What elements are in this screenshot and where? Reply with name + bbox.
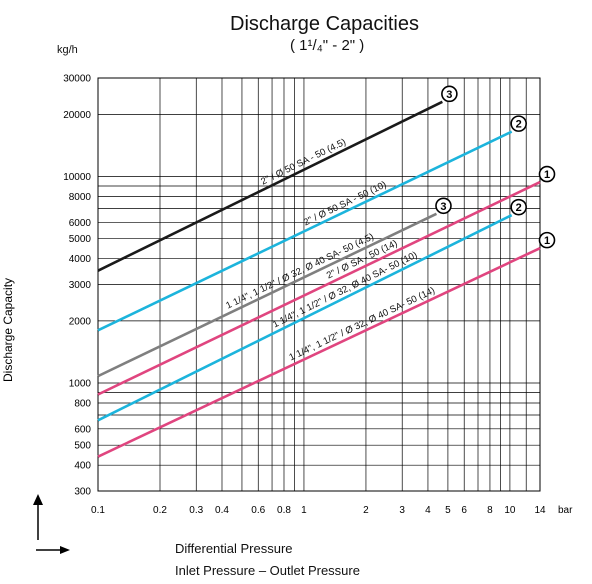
series-marker-number: 1	[544, 169, 550, 181]
chart-subtitle: ( 1¹/₄" - 2" )	[290, 37, 365, 54]
x-tick-label: 14	[534, 505, 546, 516]
right-arrow-head-icon	[60, 546, 70, 554]
series-line	[97, 246, 541, 458]
series-marker-number: 2	[516, 119, 522, 131]
series-label: 2" / Ø 50 SA - 50 (4.5)	[259, 137, 347, 188]
chart-title: Discharge Capacities	[230, 13, 419, 35]
y-tick-label: 800	[74, 399, 91, 410]
up-arrow-head-icon	[33, 494, 43, 505]
series-marker-number: 2	[516, 202, 522, 214]
y-tick-label: 300	[74, 487, 91, 498]
y-tick-label: 4000	[69, 254, 92, 265]
x-tick-label: 6	[461, 505, 467, 516]
series-line	[97, 180, 541, 396]
x-axis-title: Differential Pressure	[175, 541, 293, 556]
x-tick-label: 0.6	[251, 505, 265, 516]
x-tick-label: 5	[445, 505, 451, 516]
y-axis-title: Discharge Capacity	[1, 278, 15, 382]
x-tick-label: 3	[399, 505, 405, 516]
series-line	[97, 213, 513, 422]
y-tick-label: 5000	[69, 234, 92, 245]
y-tick-label: 30000	[63, 74, 91, 85]
series-label: 1 1/4", 1 1/2" / Ø 32, Ø 40 SA- 50 (14)	[287, 285, 436, 363]
x-tick-label: 10	[504, 505, 516, 516]
x-tick-label: 0.1	[91, 505, 105, 516]
series-marker-circle	[510, 115, 527, 132]
x-tick-label: 8	[487, 505, 493, 516]
series-marker-circle	[538, 231, 556, 249]
series-marker-number: 1	[544, 235, 550, 247]
x-tick-label: 4	[425, 505, 431, 516]
y-tick-label: 20000	[63, 110, 91, 121]
y-tick-label: 8000	[69, 192, 92, 203]
series-label: 2" / Ø 50 SA - 50 (10)	[302, 179, 388, 228]
x-tick-label: 1	[301, 505, 307, 516]
x-axis-subtitle: Inlet Pressure – Outlet Pressure	[175, 563, 360, 578]
x-unit-label: bar	[558, 505, 573, 516]
series-marker-circle	[538, 165, 556, 183]
y-tick-label: 600	[74, 424, 91, 435]
y-tick-label: 10000	[63, 172, 91, 183]
series-line	[97, 130, 513, 332]
series-marker-number: 3	[440, 201, 446, 213]
series-line	[97, 212, 438, 378]
x-tick-label: 0.2	[153, 505, 167, 516]
series-marker-number: 3	[446, 89, 452, 101]
y-tick-label: 400	[74, 461, 91, 472]
y-tick-label: 500	[74, 441, 91, 452]
y-tick-label: 1000	[69, 379, 92, 390]
y-tick-label: 3000	[69, 280, 92, 291]
x-tick-label: 0.3	[189, 505, 203, 516]
plot-frame	[97, 77, 541, 492]
x-tick-label: 0.8	[277, 505, 291, 516]
series-line	[97, 100, 443, 272]
series-marker-circle	[441, 85, 458, 103]
y-unit-label: kg/h	[57, 44, 78, 56]
x-tick-label: 0.4	[215, 505, 229, 516]
y-tick-label: 2000	[69, 316, 92, 327]
x-tick-label: 2	[363, 505, 369, 516]
series-marker-circle	[510, 198, 527, 216]
series-marker-circle	[435, 197, 452, 215]
y-tick-label: 6000	[69, 218, 92, 229]
